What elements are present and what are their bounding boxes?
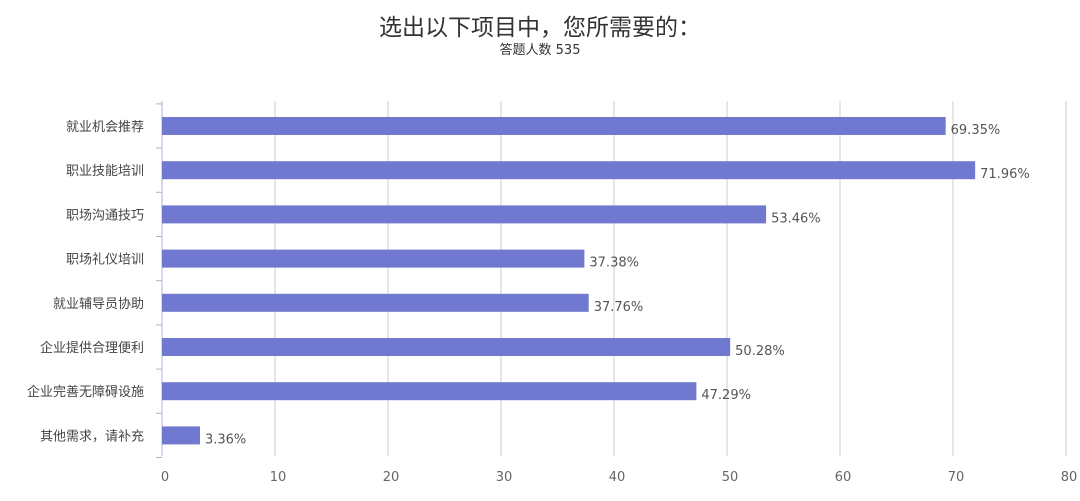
- category-label: 职场礼仪培训: [66, 252, 144, 268]
- chart-subtitle: 答题人数 535: [499, 43, 581, 58]
- value-label: 37.38%: [589, 256, 639, 271]
- value-label: 37.76%: [594, 300, 644, 315]
- x-tick-label: 0: [161, 470, 169, 485]
- value-label: 47.29%: [701, 388, 751, 403]
- value-label: 50.28%: [735, 344, 785, 359]
- x-tick-label: 70: [948, 470, 965, 485]
- x-tick-label: 80: [1061, 470, 1078, 485]
- category-label: 其他需求，请补充: [40, 428, 144, 444]
- bar: [162, 382, 697, 401]
- chart-title: 选出以下项目中，您所需要的：: [379, 15, 701, 41]
- category-label: 企业提供合理便利: [40, 340, 144, 356]
- value-label: 53.46%: [771, 211, 821, 226]
- x-tick-label: 60: [835, 470, 852, 485]
- category-label: 就业机会推荐: [66, 120, 144, 135]
- labels: 0 10 20 30 40 50 60 70 80 就业机会推荐 69.35% 职业技能培训 71.96…: [27, 120, 1077, 485]
- x-tick-label: 20: [383, 470, 400, 485]
- bar: [162, 338, 731, 356]
- x-tick-label: 50: [722, 470, 739, 485]
- bars: [162, 117, 976, 445]
- value-label: 71.96%: [980, 167, 1030, 182]
- bar: [162, 249, 585, 268]
- x-tick-label: 10: [270, 470, 287, 485]
- bar: [162, 293, 589, 312]
- category-label: 企业完善无障碍设施: [27, 384, 144, 400]
- bar: [162, 426, 200, 445]
- category-label: 就业辅导员协助: [53, 297, 144, 312]
- category-label: 职场沟通技巧: [66, 208, 144, 223]
- x-tick-label: 30: [496, 470, 513, 485]
- value-label: 3.36%: [205, 432, 246, 447]
- bar: [162, 205, 767, 224]
- value-label: 69.35%: [951, 123, 1001, 138]
- category-label: 职业技能培训: [66, 163, 144, 179]
- grid-lines: [274, 101, 1067, 456]
- x-tick-label: 40: [609, 470, 626, 485]
- y-axis: [156, 101, 163, 458]
- bar: [162, 117, 946, 135]
- bar: [162, 161, 976, 180]
